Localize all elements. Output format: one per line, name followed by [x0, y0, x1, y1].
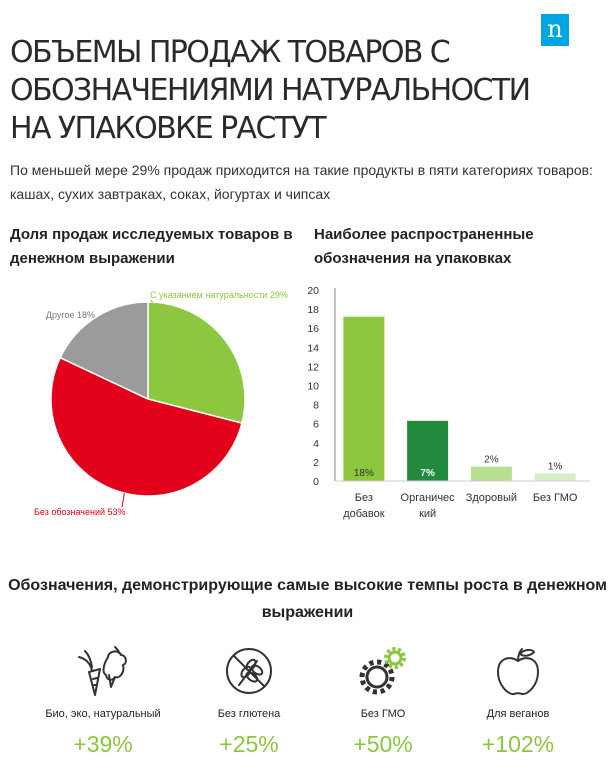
- y-tick-label: 14: [307, 342, 319, 354]
- pie-slice: [50, 356, 243, 497]
- pie-section-title: Доля продаж исследуемых товаров в денежн…: [10, 226, 293, 267]
- y-tick-label: 4: [313, 438, 319, 450]
- apple-icon: [497, 648, 539, 696]
- vegetables-icon: [78, 646, 127, 696]
- growth-item-gmo-free: Без ГМО +50%: [308, 645, 458, 775]
- bar: [343, 316, 385, 481]
- y-tick-label: 8: [313, 400, 319, 412]
- growth-section-title: Обозначения, демонстрирующие самые высок…: [8, 577, 607, 621]
- bar: [534, 473, 576, 481]
- pie-leader-line: [121, 493, 125, 508]
- y-tick-label: 20: [307, 285, 319, 297]
- labels-bar-chart: 0 2 4 6 8 10 12 14 16 18 20 18% Без добавок 7% Органиче…: [307, 285, 590, 520]
- bar-section-title: Наиболее распространенные обозначения на…: [314, 226, 534, 267]
- y-tick-label: 2: [313, 457, 319, 469]
- growth-item-gluten-free: Без глютена +25%: [174, 645, 324, 775]
- growth-item-value: +39%: [73, 731, 133, 757]
- bar: [470, 466, 512, 481]
- y-tick-label: 6: [313, 419, 319, 431]
- bar-data-label: 18%: [354, 468, 374, 479]
- growth-item-label: Без ГМО: [360, 708, 406, 720]
- x-category-label: Без ГМО: [533, 492, 578, 504]
- pie-slice: [59, 301, 149, 401]
- growth-item-value: +50%: [353, 731, 413, 757]
- pie-slice: [147, 301, 246, 425]
- gmo-free-gears-icon: [359, 647, 406, 695]
- nielsen-logo: n: [541, 14, 569, 46]
- x-category-label: Без: [355, 492, 373, 504]
- y-tick-label: 0: [313, 476, 319, 488]
- pie-slice-label: Другое 18%: [46, 310, 95, 320]
- x-category-label: кий: [419, 508, 436, 520]
- y-tick-label: 10: [307, 381, 319, 393]
- growth-item-vegan: Для веганов +102%: [443, 645, 593, 775]
- growth-item-label: Для веганов: [486, 708, 550, 720]
- x-category-label: добавок: [343, 508, 385, 520]
- pie-slice-label: С указанием натуральности 29%: [150, 290, 288, 300]
- growth-item-value: +102%: [481, 731, 555, 757]
- y-tick-label: 18: [307, 304, 319, 316]
- growth-item-value: +25%: [219, 731, 279, 757]
- bar-data-label: 7%: [420, 468, 435, 479]
- page-title: ОБЪЕМЫ ПРОДАЖ ТОВАРОВ С ОБОЗНАЧЕНИЯМИ НА…: [10, 35, 531, 146]
- sales-share-pie-chart: С указанием натуральности 29% Без обознач…: [34, 290, 288, 517]
- gluten-free-icon: [226, 648, 272, 694]
- y-tick-label: 16: [307, 323, 319, 335]
- bar-data-label: 2%: [484, 455, 499, 466]
- x-category-label: Органичес: [401, 492, 456, 504]
- bar: [407, 420, 449, 481]
- growth-item-bio: Био, эко, натуральный +39%: [28, 645, 178, 775]
- growth-item-label: Без глютена: [217, 708, 281, 720]
- bar-data-label: 1%: [548, 461, 563, 472]
- x-category-label: Здоровый: [466, 492, 517, 504]
- pie-leader-line: [149, 299, 154, 303]
- y-tick-label: 12: [307, 361, 319, 373]
- page-subtitle: По меньшей мере 29% продаж приходится на…: [10, 162, 593, 202]
- growth-item-label: Био, эко, натуральный: [45, 708, 161, 720]
- pie-slice-label: Без обозначений 53%: [34, 507, 126, 517]
